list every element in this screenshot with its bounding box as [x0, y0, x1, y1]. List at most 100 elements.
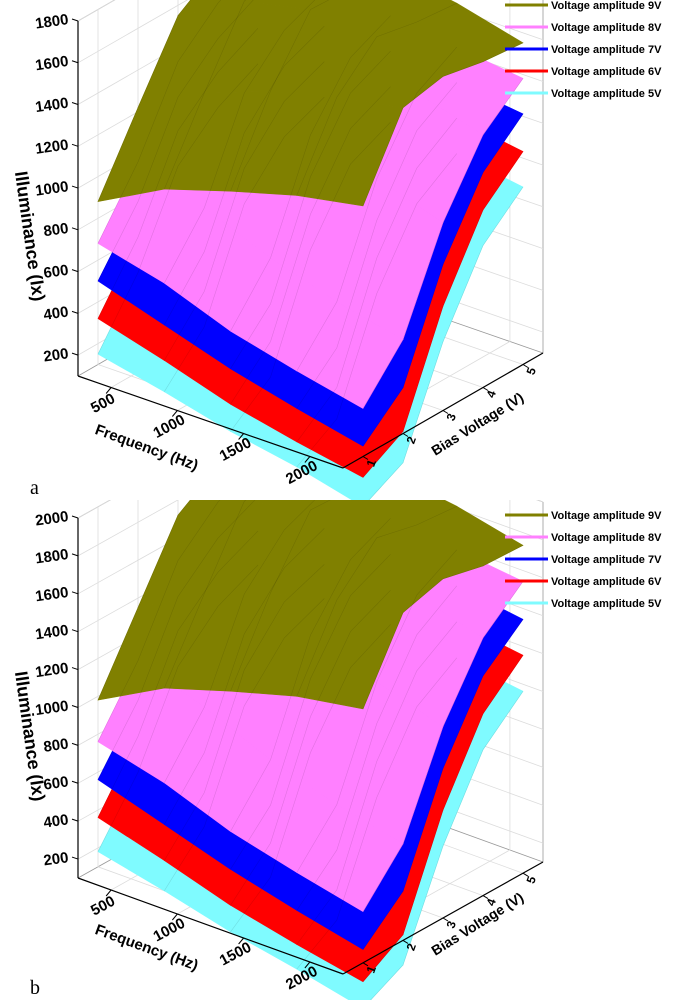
x-axis-line: [77, 877, 344, 975]
x-tick-mark: [171, 913, 178, 921]
y-tick-mark: [402, 939, 409, 944]
z-tick-label: 1800: [34, 11, 69, 32]
y-tick-label: 5: [524, 365, 540, 376]
surface-mesh-line: [97, 0, 254, 282]
surface-mesh-line: [164, 61, 325, 361]
y-tick-label: 3: [444, 919, 460, 930]
legend-label: Voltage amplitude 8V: [551, 532, 662, 544]
y-tick-mark: [442, 917, 449, 922]
surface-mesh-line: [164, 0, 316, 284]
surface-patch-voltage-amplitude-9v: [296, 96, 404, 207]
y-tick-label: 1: [364, 457, 380, 468]
legend-label: Voltage amplitude 8V: [551, 22, 662, 34]
surface-mesh-line: [362, 113, 524, 447]
surface-mesh-line: [230, 86, 391, 405]
legend-label: Voltage amplitude 5V: [551, 88, 662, 100]
chart-a-surfaces: [97, 0, 524, 500]
y-tick-label: 3: [444, 411, 460, 422]
surface-mesh-line: [230, 624, 391, 933]
surface-mesh-line: [97, 564, 259, 852]
z-tick-mark: [71, 591, 79, 595]
z-tick-mark: [71, 227, 79, 231]
chart-a-legend: Voltage amplitude 9V Voltage amplitude 8V…: [505, 0, 662, 100]
z-axis-title: Illuminance (lx): [11, 670, 49, 803]
z-tick-label: 200: [42, 849, 69, 869]
y-tick-mark: [362, 456, 369, 460]
x-tick-label: 1000: [151, 411, 188, 442]
legend-label: Voltage amplitude 7V: [551, 554, 662, 566]
x-axis-line: [77, 375, 344, 469]
x-tick-label: 1500: [217, 939, 254, 970]
surface-mesh-line: [230, 50, 391, 369]
surface-mesh-line: [97, 530, 259, 818]
surface-mesh-line: [164, 96, 325, 392]
z-tick-label: 800: [42, 220, 69, 240]
surface-mesh-line: [230, 590, 391, 906]
panel-label-a: a: [30, 477, 39, 499]
z-tick-label: 400: [42, 303, 69, 323]
z-tick-label: 1600: [34, 584, 69, 605]
z-tick-label: 1600: [34, 53, 69, 74]
x-tick-label: 1500: [217, 434, 254, 465]
y-tick-mark: [362, 962, 369, 967]
surface-mesh-line: [296, 657, 458, 970]
z-tick-label: 1200: [34, 660, 69, 681]
chart-b-axes: 200 400 600 800 1000 1200 1400 1600 1800 2000 500 1…: [11, 508, 544, 994]
y-tick-label: 2: [404, 941, 420, 952]
z-tick-label: 1400: [34, 622, 69, 643]
surface-patch-voltage-amplitude-8v: [296, 804, 404, 913]
surface-mesh-line: [230, 121, 391, 432]
surface-mesh-line: [164, 500, 247, 689]
surface-mesh-line: [362, 78, 524, 409]
z-tick-mark: [71, 18, 79, 22]
x-tick-label: 500: [88, 390, 118, 417]
surface-mesh-line: [164, 598, 325, 891]
z-tick-mark: [71, 310, 79, 314]
z-tick-label: 600: [42, 262, 69, 282]
y-tick-label: 4: [484, 388, 500, 399]
surface-mesh-line: [368, 186, 524, 500]
z-tick-mark: [71, 102, 79, 106]
x-tick-label: 2000: [283, 963, 320, 994]
y-tick-mark: [482, 895, 489, 900]
z-tick-label: 600: [42, 773, 69, 793]
x-tick-mark: [304, 456, 311, 463]
surface-mesh-line: [362, 545, 524, 710]
z-tick-label: 800: [42, 735, 69, 755]
y-axis-title: Bias Voltage (V): [428, 389, 526, 459]
y-tick-mark: [442, 410, 449, 414]
x-tick-label: 1000: [151, 915, 188, 946]
z-tick-mark: [71, 60, 79, 64]
z-tick-mark: [71, 667, 79, 671]
y-tick-mark: [522, 364, 529, 368]
surface-mesh-line: [230, 500, 331, 692]
surface-mesh-line: [296, 585, 458, 911]
surface-mesh-line: [97, 27, 259, 319]
surface-mesh-line: [296, 117, 458, 443]
chart-panel-a: 200 400 600 800 1000 1200 1400 1600 1800 500 1000 1…: [0, 0, 685, 500]
y-tick-label: 4: [484, 896, 500, 907]
legend-label: Voltage amplitude 9V: [551, 0, 662, 12]
surface-mesh-line: [97, 500, 256, 780]
z-tick-label: 2000: [34, 508, 69, 529]
panel-label-b: b: [30, 977, 40, 999]
surface-mesh-line: [296, 153, 458, 468]
legend-label: Voltage amplitude 5V: [551, 598, 662, 610]
legend-label: Voltage amplitude 7V: [551, 44, 662, 56]
surface-mesh-line: [362, 42, 524, 207]
surface-mesh-line: [97, 0, 191, 202]
x-tick-mark: [105, 387, 112, 394]
z-tick-label: 400: [42, 811, 69, 831]
z-tick-mark: [71, 742, 79, 746]
x-tick-mark: [105, 889, 112, 897]
z-tick-label: 1000: [34, 698, 69, 719]
z-tick-label: 1000: [34, 178, 69, 199]
z-tick-mark: [71, 818, 79, 822]
surface-mesh-line: [230, 518, 391, 832]
y-tick-mark: [482, 387, 489, 391]
surface-mesh-line: [230, 554, 391, 870]
surface-patch-voltage-amplitude-9v: [296, 599, 404, 710]
surface-mesh-line: [296, 82, 458, 409]
surface-mesh-line: [296, 2, 457, 196]
z-tick-label: 1200: [34, 136, 69, 157]
